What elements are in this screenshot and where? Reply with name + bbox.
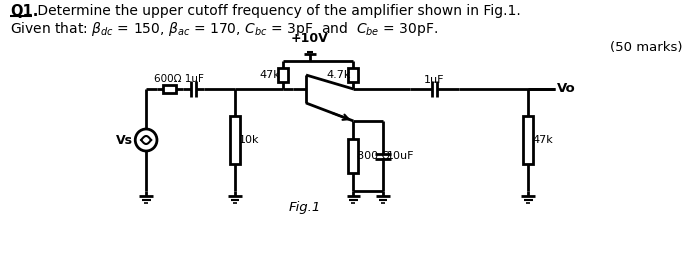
Bar [349, 68, 358, 82]
Text: Determine the upper cutoff frequency of the amplifier shown in Fig.1.: Determine the upper cutoff frequency of … [33, 4, 520, 18]
Text: Q1.: Q1. [10, 3, 38, 19]
Text: (50 marks): (50 marks) [610, 40, 682, 54]
Text: Given that: $\beta_{dc}$ = 150, $\beta_{ac}$ = 170, $C_{bc}$ = 3pF  and  $C_{be}: Given that: $\beta_{dc}$ = 150, $\beta_{… [10, 20, 438, 38]
Text: 47k: 47k [260, 70, 281, 80]
Bar [230, 116, 240, 164]
Bar [349, 139, 358, 173]
Text: 10k: 10k [239, 135, 260, 145]
Text: 1uF: 1uF [424, 75, 444, 85]
Text: 800 Ω: 800 Ω [358, 151, 391, 161]
Text: 4.7k: 4.7k [326, 70, 351, 80]
Text: Fig.1: Fig.1 [289, 200, 321, 213]
Text: 10uF: 10uF [387, 151, 414, 161]
Bar [279, 68, 288, 82]
Text: Vo: Vo [556, 82, 575, 96]
Text: Vs: Vs [116, 133, 133, 146]
Text: 47k: 47k [532, 135, 553, 145]
Bar [523, 116, 533, 164]
Text: +10V: +10V [291, 32, 329, 45]
Text: 600Ω 1uF: 600Ω 1uF [154, 74, 204, 84]
Bar [163, 85, 176, 93]
